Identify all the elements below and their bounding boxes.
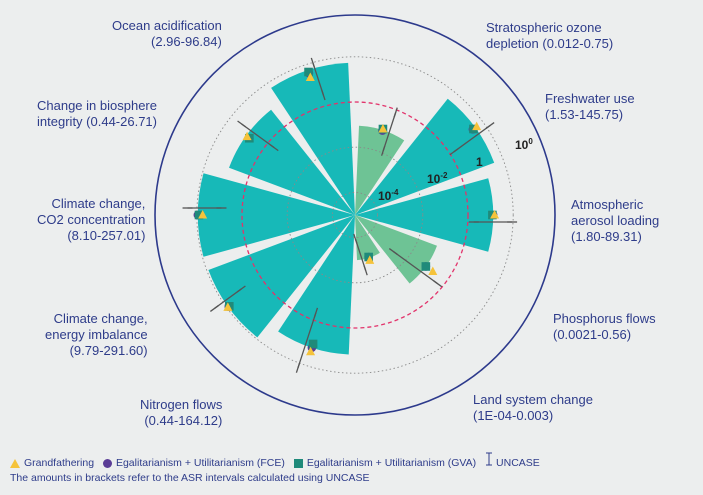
error-bar-icon: [486, 452, 493, 466]
label-biosphere: Change in biosphere integrity (0.44-26.71…: [37, 98, 157, 129]
ring-tick-label: 100: [515, 137, 533, 152]
label-ocean: Ocean acidification (2.96-96.84): [112, 18, 222, 49]
uncase-whisker: [392, 250, 439, 285]
bar-wedge: [355, 125, 405, 215]
whisker-cap: [237, 120, 247, 128]
label-nitrogen: Nitrogen flows (0.44-164.12): [140, 397, 223, 428]
grandfathering-marker: [242, 131, 252, 141]
whisker-cap: [433, 280, 443, 288]
whisker-cap: [269, 144, 279, 152]
gva-marker: [364, 252, 373, 262]
uncase-whisker: [297, 312, 317, 369]
whisker-cap: [295, 362, 301, 373]
whisker-cap: [380, 146, 386, 156]
grandfathering-marker: [428, 266, 438, 276]
uncase-whisker: [214, 288, 242, 310]
grandfathering-marker: [305, 72, 315, 81]
legend-gva: Egalitarianism + Utilitarianism (GVA): [306, 457, 477, 470]
bar-wedge: [208, 215, 355, 338]
uncase-whisker: [453, 124, 491, 153]
whisker-cap: [388, 248, 398, 255]
bar-wedge: [355, 178, 494, 252]
gva-marker: [194, 210, 204, 220]
whisker-cap: [313, 307, 319, 318]
label-land-system: Land system change (1E-04-0.003): [473, 392, 593, 423]
bar-wedge: [355, 98, 495, 215]
uncase-whisker: [241, 123, 275, 149]
footnote: The amounts in brackets refer to the ASR…: [10, 472, 370, 484]
grid-ring: [286, 146, 424, 284]
bar-wedge: [197, 173, 355, 257]
whisker-cap: [353, 233, 358, 244]
grandfathering-marker: [365, 255, 375, 264]
uncase-whisker: [354, 238, 367, 271]
grandfathering-marker: [223, 302, 233, 311]
grandfathering-marker: [306, 346, 316, 356]
grandfathering-marker: [198, 210, 208, 219]
grandfathering-marker: [378, 124, 388, 133]
gva-marker: [304, 67, 313, 77]
ring-tick-label: 1: [476, 155, 483, 169]
whisker-cap: [449, 148, 459, 156]
whisker-cap: [209, 305, 219, 312]
whisker-cap: [485, 122, 495, 129]
label-aerosol: Atmospheric aerosol loading (1.80-89.31): [571, 197, 660, 244]
grandfathering-marker: [472, 121, 482, 131]
whisker-cap: [310, 57, 316, 68]
label-freshwater: Freshwater use (1.53-145.75): [545, 91, 635, 122]
label-ozone: Stratospheric ozone depletion (0.012-0.75…: [486, 20, 614, 51]
bar-wedge: [355, 215, 380, 261]
legend-uncase: UNCASE: [496, 457, 540, 470]
ring-tick-label: 10-4: [378, 188, 399, 203]
circle-icon: [102, 458, 112, 468]
whisker-cap: [363, 265, 368, 276]
safe-limit-ring: [241, 101, 469, 329]
uncase-whisker: [312, 62, 325, 96]
ring-tick-label: 10-2: [427, 171, 448, 186]
gva-marker: [308, 339, 318, 349]
grandfathering-marker: [490, 210, 500, 219]
triangle-icon: [10, 458, 20, 468]
uncase-whisker: [382, 112, 397, 152]
whisker-cap: [236, 285, 246, 293]
square-icon: [293, 458, 303, 468]
bar-wedge: [355, 215, 437, 284]
legend-grandfathering: Grandfathering: [24, 457, 95, 470]
grid-ring: [331, 191, 379, 239]
label-co2: Climate change, CO2 concentration (8.10-25…: [37, 196, 146, 243]
legend: Grandfathering Egalitarianism + Utilitar…: [10, 452, 540, 469]
whisker-cap: [321, 90, 326, 101]
bar-wedge: [229, 109, 355, 215]
label-phosphorus: Phosphorus flows (0.0021-0.56): [553, 311, 656, 342]
legend-fce: Egalitarianism + Utilitarianism (FCE): [115, 457, 285, 470]
bar-wedge: [271, 62, 355, 215]
gva-marker: [421, 262, 431, 271]
bar-wedge: [278, 215, 355, 355]
outer-ring: [154, 14, 556, 416]
whisker-cap: [393, 107, 398, 118]
label-energy-imbalance: Climate change, energy imbalance (9.79-291…: [45, 311, 148, 358]
